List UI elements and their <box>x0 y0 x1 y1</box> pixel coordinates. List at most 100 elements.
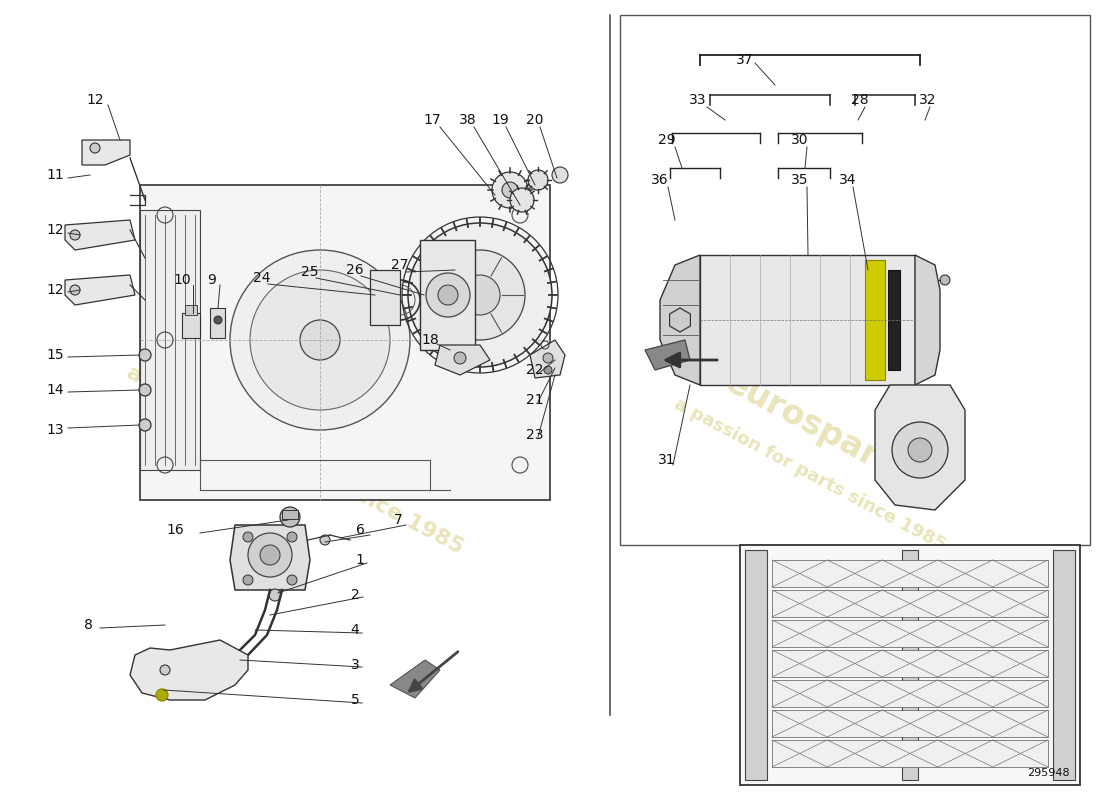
Bar <box>370 270 400 325</box>
Polygon shape <box>434 345 490 375</box>
Polygon shape <box>82 140 130 165</box>
Bar <box>182 313 200 338</box>
Polygon shape <box>670 308 691 332</box>
Circle shape <box>300 320 340 360</box>
Circle shape <box>492 172 528 208</box>
Polygon shape <box>660 255 700 385</box>
Circle shape <box>248 533 292 577</box>
Bar <box>1053 550 1075 780</box>
Bar <box>420 240 475 350</box>
Circle shape <box>454 352 466 364</box>
Text: 3: 3 <box>351 658 360 672</box>
Text: 36: 36 <box>651 173 669 187</box>
Text: 22: 22 <box>526 363 543 377</box>
Circle shape <box>320 535 330 545</box>
Circle shape <box>510 188 534 212</box>
Polygon shape <box>915 255 940 385</box>
Polygon shape <box>65 275 135 305</box>
Text: 35: 35 <box>791 173 808 187</box>
Bar <box>185 305 197 315</box>
Circle shape <box>139 384 151 396</box>
Circle shape <box>70 285 80 295</box>
Circle shape <box>214 316 222 324</box>
Circle shape <box>280 507 300 527</box>
Text: 5: 5 <box>351 693 360 707</box>
Circle shape <box>544 366 552 374</box>
Polygon shape <box>700 255 915 385</box>
Polygon shape <box>874 385 965 510</box>
Text: 295948: 295948 <box>1027 768 1070 778</box>
Bar <box>772 560 1048 587</box>
Circle shape <box>139 349 151 361</box>
Circle shape <box>243 532 253 542</box>
Circle shape <box>287 532 297 542</box>
Text: 10: 10 <box>173 273 190 287</box>
Text: 31: 31 <box>658 453 675 467</box>
Circle shape <box>528 170 548 190</box>
Text: 13: 13 <box>46 423 64 437</box>
Circle shape <box>230 250 410 430</box>
Text: 37: 37 <box>736 53 754 67</box>
Text: eurospares: eurospares <box>184 320 436 480</box>
Circle shape <box>408 223 552 367</box>
Text: 15: 15 <box>46 348 64 362</box>
Text: 38: 38 <box>459 113 476 127</box>
Text: 1: 1 <box>355 553 364 567</box>
Text: 14: 14 <box>46 383 64 397</box>
Circle shape <box>434 250 525 340</box>
Polygon shape <box>530 340 565 378</box>
Polygon shape <box>230 525 310 590</box>
Circle shape <box>438 285 458 305</box>
Bar <box>740 545 1080 785</box>
Text: 2: 2 <box>351 588 360 602</box>
Text: 6: 6 <box>355 523 364 537</box>
Polygon shape <box>65 220 135 250</box>
Polygon shape <box>645 340 690 370</box>
Text: 8: 8 <box>84 618 92 632</box>
Text: a passion for parts since 1985: a passion for parts since 1985 <box>671 395 949 554</box>
Circle shape <box>426 273 470 317</box>
Circle shape <box>908 438 932 462</box>
Text: 20: 20 <box>526 113 543 127</box>
Text: 12: 12 <box>46 283 64 297</box>
Text: 16: 16 <box>166 523 184 537</box>
Text: 12: 12 <box>46 223 64 237</box>
Circle shape <box>70 230 80 240</box>
Bar <box>772 590 1048 617</box>
Text: 34: 34 <box>839 173 857 187</box>
Text: 27: 27 <box>392 258 409 272</box>
Text: 26: 26 <box>346 263 364 277</box>
Bar <box>772 650 1048 677</box>
Text: 19: 19 <box>491 113 509 127</box>
Bar <box>282 510 298 519</box>
Text: eurospares: eurospares <box>719 366 921 494</box>
Bar <box>772 620 1048 647</box>
Text: 18: 18 <box>421 333 439 347</box>
Bar <box>902 550 918 780</box>
Text: 25: 25 <box>301 265 319 279</box>
Text: 24: 24 <box>253 271 271 285</box>
Text: 23: 23 <box>526 428 543 442</box>
Circle shape <box>160 665 170 675</box>
Circle shape <box>287 575 297 585</box>
Bar <box>140 210 200 470</box>
Text: 30: 30 <box>791 133 808 147</box>
Text: 32: 32 <box>920 93 937 107</box>
Text: 11: 11 <box>46 168 64 182</box>
Polygon shape <box>390 660 440 698</box>
Bar <box>772 710 1048 737</box>
Bar <box>772 680 1048 707</box>
Circle shape <box>892 422 948 478</box>
Circle shape <box>250 270 390 410</box>
Circle shape <box>260 545 280 565</box>
Text: 4: 4 <box>351 623 360 637</box>
Circle shape <box>139 419 151 431</box>
Text: 7: 7 <box>394 513 403 527</box>
Circle shape <box>940 275 950 285</box>
Circle shape <box>243 575 253 585</box>
Text: a passion for parts since 1985: a passion for parts since 1985 <box>123 362 466 558</box>
Circle shape <box>156 689 168 701</box>
Bar <box>772 740 1048 767</box>
Bar <box>140 185 550 500</box>
Circle shape <box>270 589 280 601</box>
